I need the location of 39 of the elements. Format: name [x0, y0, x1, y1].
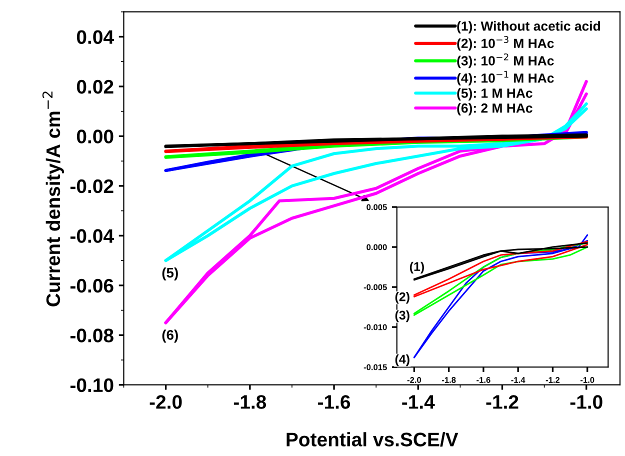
- y-tick-label: 0.00: [76, 130, 114, 144]
- x-tick-label: -1.6: [476, 377, 490, 383]
- annotation: (1): [410, 262, 424, 274]
- x-tick-label: -1.2: [546, 377, 560, 383]
- y-tick-label: -0.015: [364, 364, 387, 370]
- y-tick-label: -0.10: [70, 378, 114, 392]
- y-tick-label: -0.04: [70, 229, 114, 243]
- y-tick-label: -0.005: [364, 284, 387, 290]
- annotation: (3): [395, 310, 410, 322]
- annotation: (4): [395, 354, 410, 366]
- x-tick-label: -2.0: [150, 395, 182, 409]
- x-tick-label: -1.8: [234, 395, 266, 409]
- x-tick-label: -2.0: [407, 377, 422, 383]
- annotation: (5): [162, 267, 178, 280]
- annotation: (6): [162, 330, 178, 343]
- legend-label: (1): Without acetic acid: [457, 21, 600, 34]
- y-axis-title: Current density/A cm$^{−2}$: [42, 92, 64, 306]
- legend-label: (6): 2 M HAc: [457, 103, 532, 116]
- legend-label: (2): 10$^{−3}$ M HAc: [457, 36, 554, 51]
- legend-label: (5): 1 M HAc: [457, 88, 532, 100]
- y-tick-label: -0.010: [364, 324, 387, 330]
- x-axis-title: Potential vs.SCE/V: [286, 432, 458, 447]
- x-tick-label: -1.8: [442, 377, 456, 383]
- y-tick-label: 0.04: [76, 30, 114, 44]
- y-tick-label: -0.08: [70, 328, 114, 342]
- x-tick-label: -1.4: [511, 377, 526, 383]
- legend-label: (3): 10$^{−2}$ M HAc: [457, 53, 554, 68]
- x-tick-label: -1.0: [580, 377, 594, 383]
- x-tick-label: -1.4: [402, 395, 435, 409]
- y-tick-label: -0.02: [70, 179, 114, 194]
- x-tick-label: -1.0: [570, 395, 602, 409]
- y-tick-label: 0.005: [366, 204, 387, 210]
- y-tick-label: -0.06: [70, 278, 114, 293]
- legend-label: (4): 10$^{−1}$ M HAc: [457, 70, 554, 86]
- x-tick-label: -1.6: [318, 395, 350, 409]
- y-tick-label: 0.000: [366, 244, 387, 250]
- x-tick-label: -1.2: [486, 395, 518, 409]
- annotation: (2): [395, 292, 410, 304]
- y-tick-label: 0.02: [76, 80, 114, 94]
